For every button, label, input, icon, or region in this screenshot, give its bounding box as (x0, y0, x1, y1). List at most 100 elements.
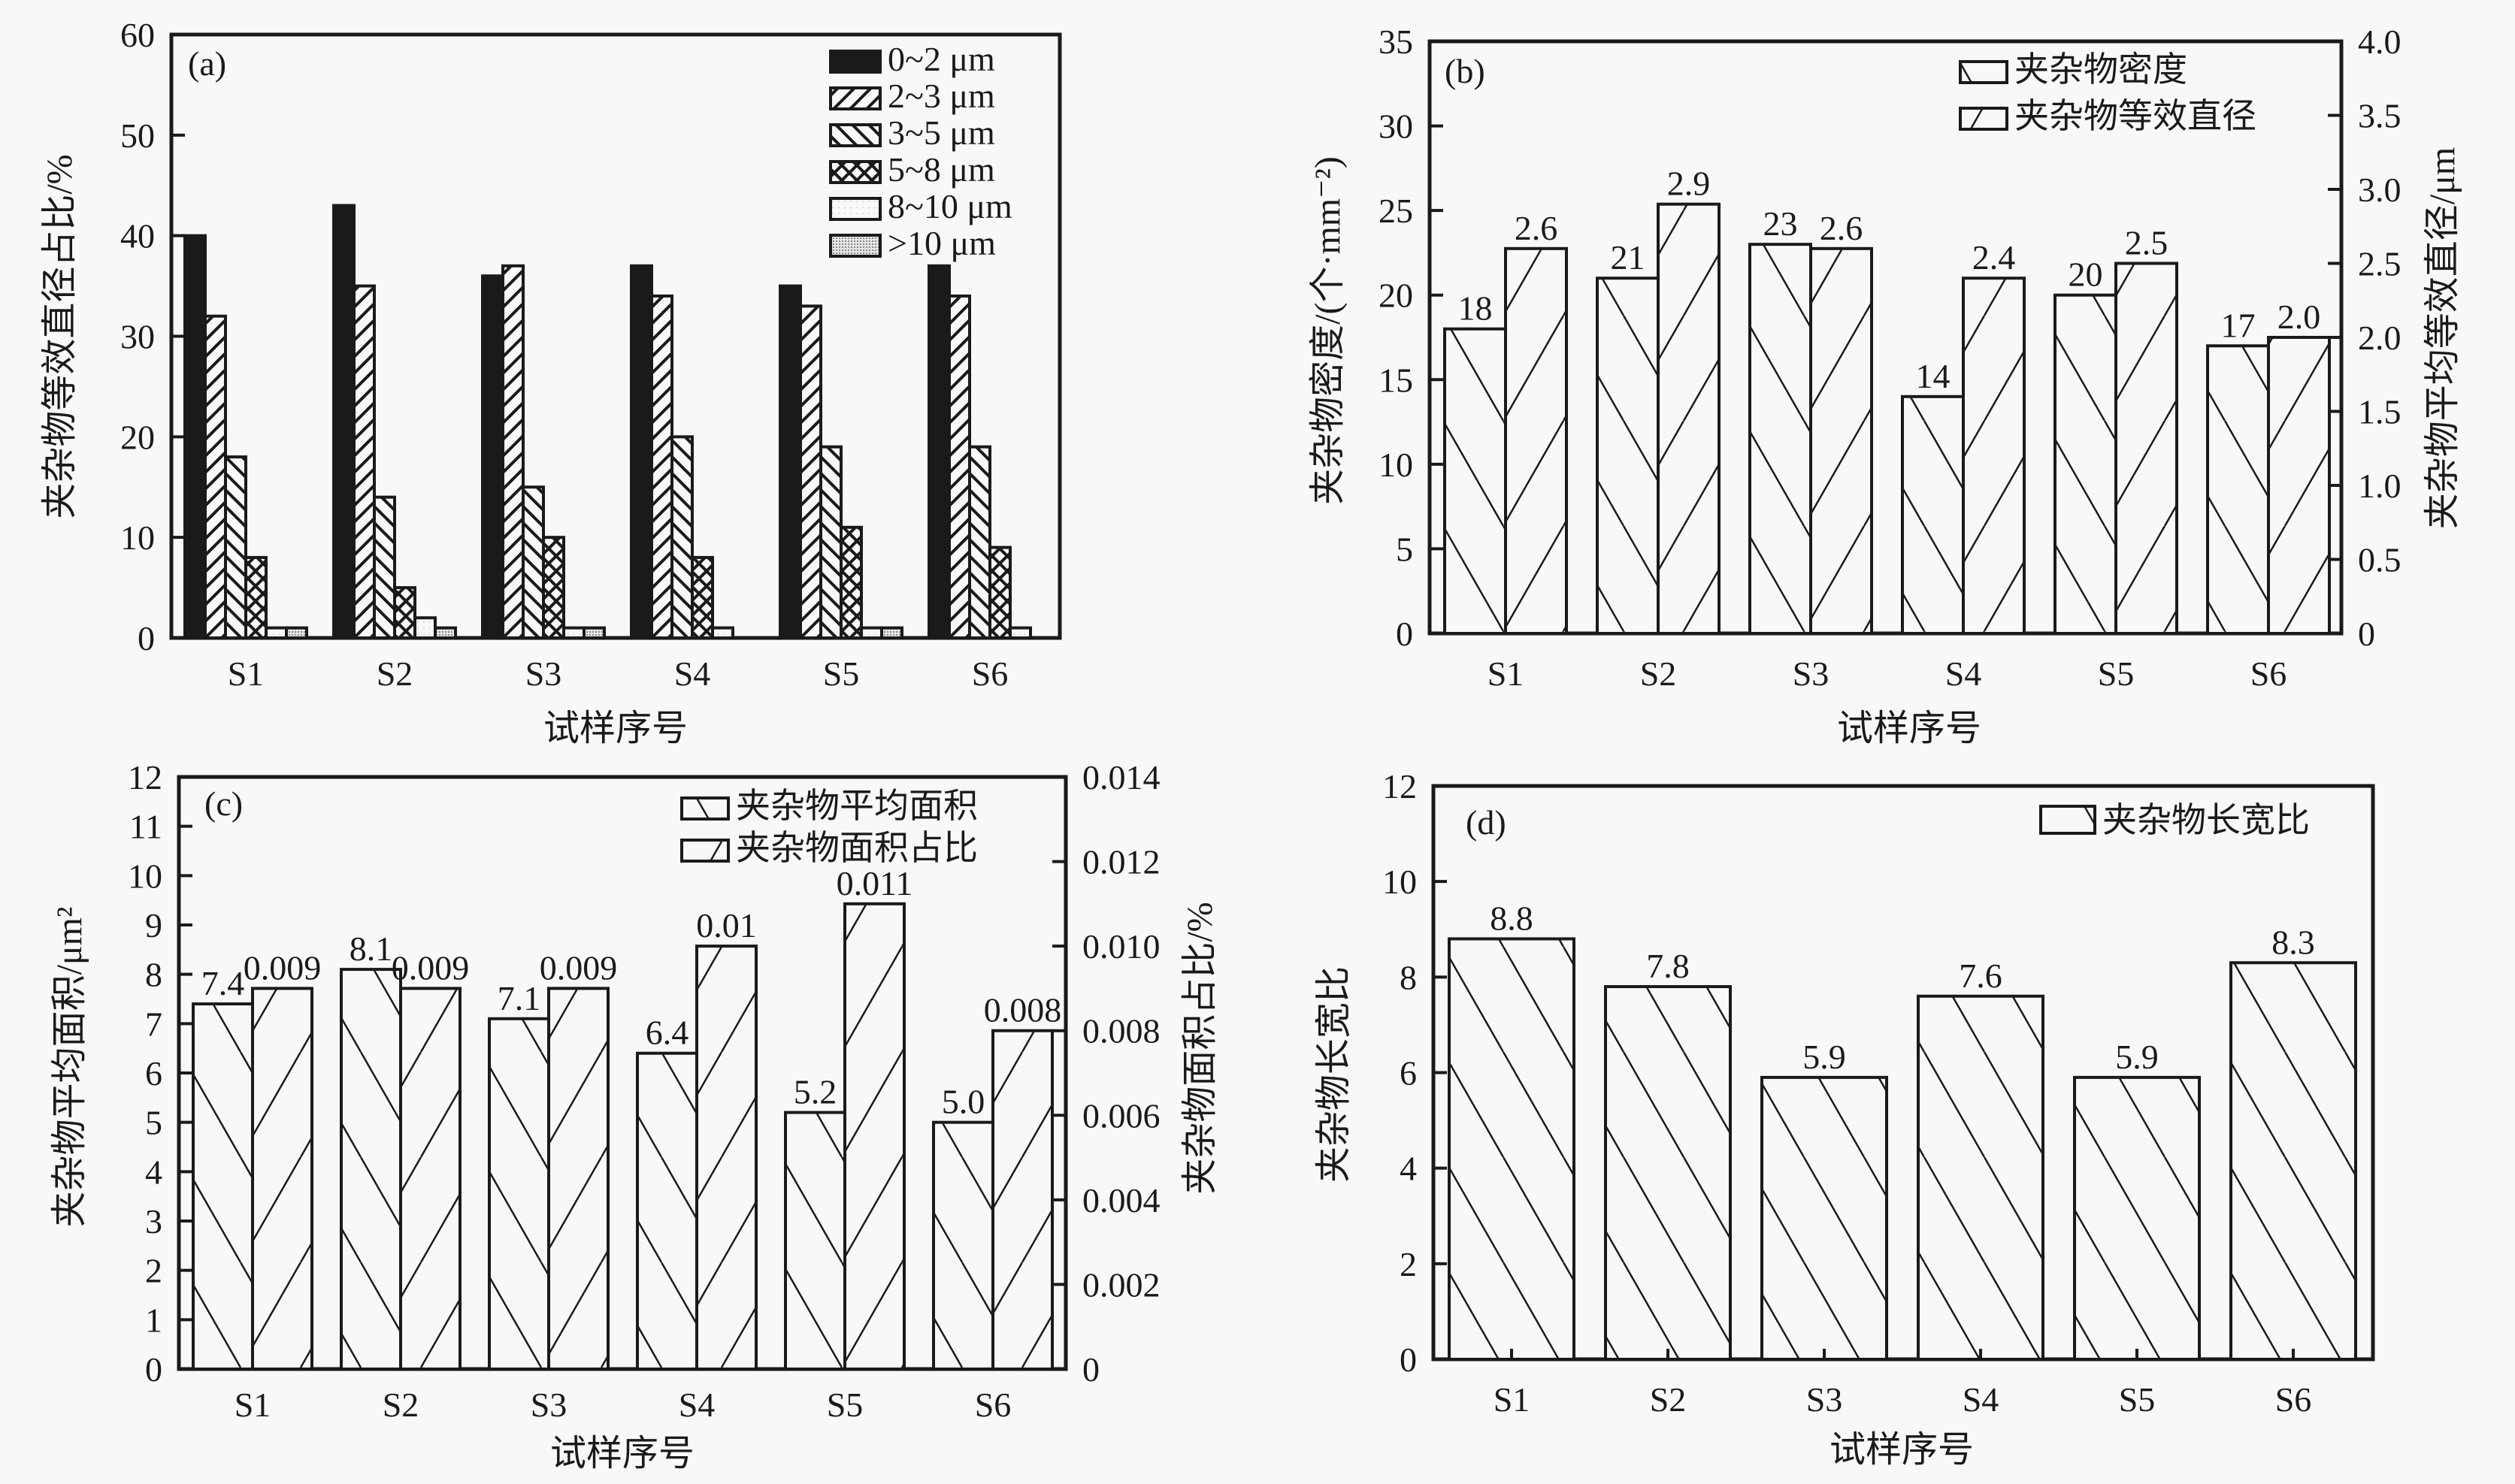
y-tick-label: 2 (1400, 1245, 1417, 1283)
bar-s1-series-0 (192, 1002, 254, 1371)
bar-s5-series-2 (819, 445, 843, 640)
legend-label: 夹杂物面积占比 (736, 829, 978, 867)
bar-s3-series-1 (1809, 246, 1873, 635)
y-tick-label: 20 (120, 418, 155, 456)
y-tick-label-right: 1.0 (2358, 467, 2402, 505)
x-tick-label: S4 (674, 654, 711, 693)
y-tick-label-right: 1.5 (2358, 393, 2402, 431)
bar-s2-series-0 (332, 204, 356, 639)
legend: 夹杂物长宽比 (2039, 801, 2310, 839)
bar-s4-series-1 (1962, 277, 2026, 635)
bar-s1-series-0 (1448, 937, 1575, 1361)
legend-swatch (829, 160, 882, 184)
data-label: 20 (2069, 255, 2103, 294)
y-tick-label: 30 (1379, 107, 1413, 146)
bar-series: 8.8 7.8 5.9 7.6 5.9 8.3 (1448, 899, 2357, 1362)
data-label: 2.9 (1667, 165, 1711, 203)
legend-label: 夹杂物长宽比 (2102, 801, 2310, 839)
y-tick-label: 9 (145, 906, 162, 945)
bar-s1-series-5 (285, 626, 308, 639)
y-tick-label: 12 (128, 758, 162, 796)
y-tick-label-right: 2.5 (2358, 245, 2402, 283)
y-tick-label: 4 (1400, 1150, 1417, 1188)
panel-label: (b) (1445, 52, 1485, 90)
bar-s1-series-1 (204, 314, 227, 639)
bar-s6-series-1 (991, 1029, 1054, 1371)
x-axis: S1 S2 S3 S4 S5 S6 (1494, 1349, 2312, 1419)
legend-swatch (680, 839, 730, 863)
bar-s3-series-5 (583, 626, 606, 639)
y-tick-label: 25 (1379, 192, 1413, 230)
bar-s4-series-3 (691, 555, 714, 640)
y-axis-right: 0 0.5 1.0 1.5 2.0 2.5 3.0 3.5 4.0 (2328, 23, 2402, 653)
y-tick-label-right: 0.008 (1082, 1012, 1161, 1050)
bar-s6-series-0 (932, 1120, 994, 1371)
data-label: 7.4 (201, 964, 245, 1002)
bar-s6-series-3 (988, 546, 1012, 639)
y-tick-label: 8 (145, 956, 162, 994)
y-axis-title-right: 夹杂物面积占比/% (1180, 902, 1220, 1194)
legend-swatch (680, 796, 730, 821)
y-tick-label-right: 0 (2358, 615, 2375, 653)
bar-s2-series-4 (413, 616, 437, 640)
x-axis: S1 S2 S3 S4 S5 S6 (1488, 623, 2287, 693)
data-label: 17 (2221, 306, 2256, 344)
bar-s3-series-0 (488, 1017, 550, 1371)
x-tick-label: S3 (1806, 1380, 1843, 1419)
x-tick-label: S3 (531, 1386, 567, 1424)
bar-s2-series-1 (399, 987, 462, 1371)
bar-s1-series-1 (251, 987, 313, 1371)
x-tick-label: S6 (972, 654, 1009, 693)
legend-swatch (829, 86, 882, 110)
bar-s4-series-1 (650, 294, 673, 639)
y-tick-label: 10 (1379, 446, 1413, 484)
bar-s5-series-3 (840, 525, 863, 639)
x-tick-label: S5 (2119, 1380, 2156, 1419)
legend-label: 夹杂物等效直径 (2014, 97, 2256, 135)
bar-s4-series-4 (711, 626, 734, 639)
bar-s5-series-0 (2053, 293, 2117, 635)
data-label: 0.009 (392, 948, 470, 987)
bar-s1-series-3 (244, 555, 268, 640)
y-tick-label-right: 0.014 (1082, 758, 1161, 796)
data-label: 0.011 (837, 864, 913, 902)
y-tick-label-right: 0.012 (1082, 843, 1161, 881)
bar-s5-series-1 (799, 304, 822, 639)
legend-label: 8~10 μm (888, 187, 1012, 225)
bar-s1-series-0 (183, 234, 207, 639)
x-tick-label: S6 (2275, 1380, 2312, 1419)
bar-s4-series-0 (1901, 394, 1965, 635)
y-tick-label: 10 (120, 518, 155, 557)
y-tick-label: 0 (138, 619, 155, 657)
data-label: 0.01 (696, 906, 757, 945)
data-label: 5.2 (794, 1073, 837, 1111)
data-label: 2.0 (2277, 298, 2321, 336)
data-label: 2.4 (1972, 238, 2016, 277)
bar-s5-series-0 (784, 1111, 846, 1371)
legend-swatch (829, 50, 882, 74)
bar-s3-series-3 (542, 536, 565, 640)
y-tick-label: 5 (1396, 530, 1413, 568)
bar-s6-series-1 (2267, 336, 2331, 635)
data-label: 8.8 (1490, 899, 1533, 937)
y-axis-title: 夹杂物等效直径占比/% (40, 154, 80, 518)
y-tick-label: 1 (145, 1301, 162, 1339)
x-tick-label: S4 (1963, 1380, 1999, 1419)
y-axis-title-left: 夹杂物平均面积/μm² (50, 907, 89, 1228)
bar-s6-series-0 (2206, 344, 2270, 635)
x-tick-label: S1 (1494, 1380, 1530, 1419)
legend-label: 夹杂物平均面积 (736, 787, 978, 825)
x-tick-label: S3 (1793, 654, 1830, 693)
x-tick-label: S2 (1650, 1380, 1687, 1419)
y-tick-label: 50 (120, 116, 155, 155)
y-tick-label: 60 (120, 16, 155, 54)
x-axis-title: 试样序号 (550, 1434, 695, 1473)
y-tick-label-right: 4.0 (2358, 23, 2402, 61)
data-label: 8.3 (2271, 923, 2315, 961)
data-label: 21 (1611, 238, 1645, 277)
data-label: 0.009 (540, 948, 618, 987)
bar-s1-series-4 (265, 626, 288, 639)
y-tick-label: 12 (1382, 767, 1417, 805)
